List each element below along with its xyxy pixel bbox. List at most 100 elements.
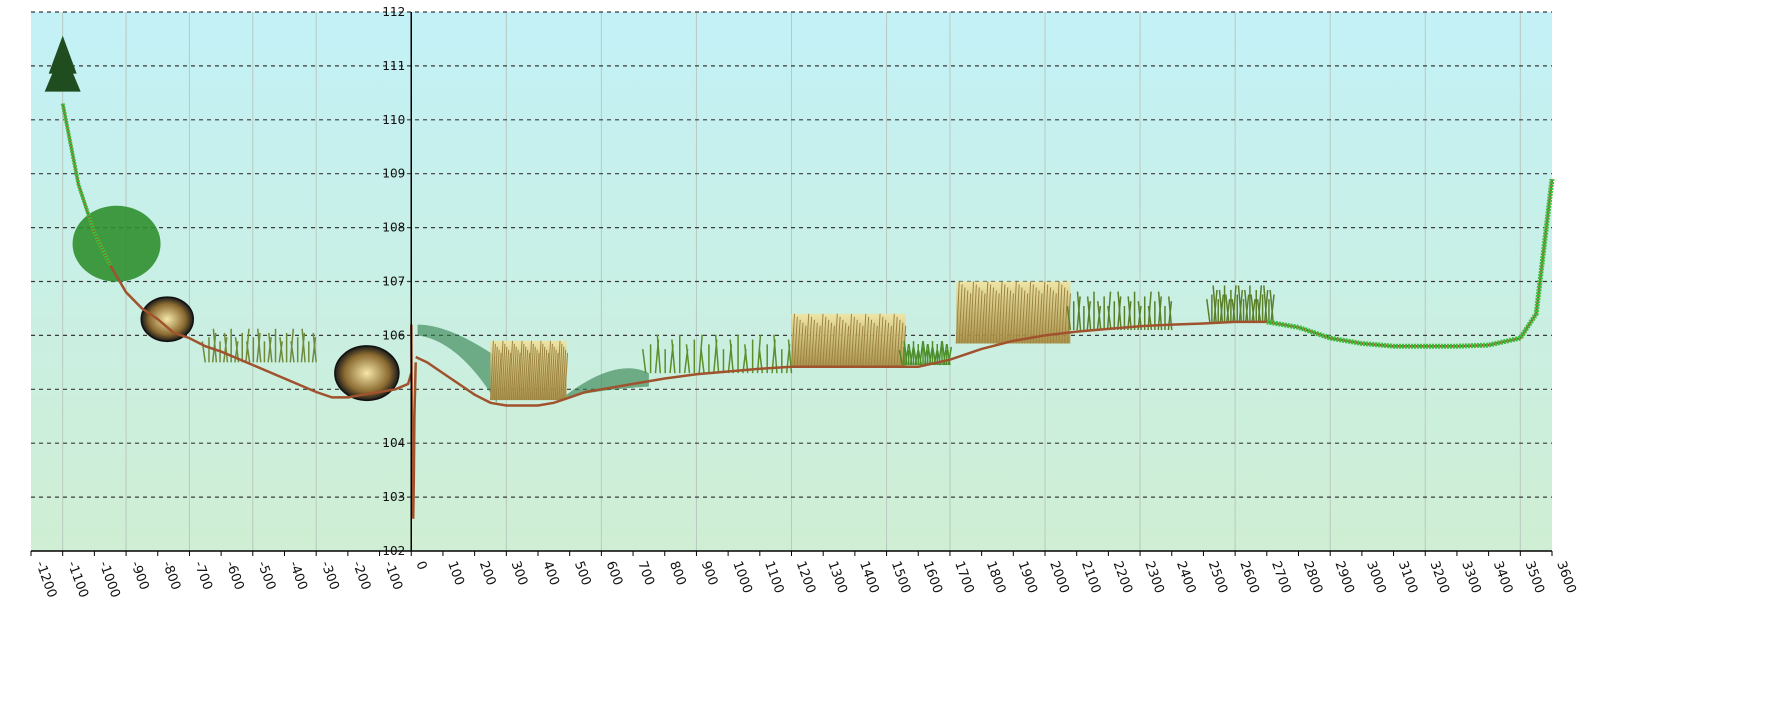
grass-blade	[267, 337, 272, 363]
reed-stem	[828, 322, 833, 367]
grass-blade	[685, 344, 691, 374]
x-tick-label: 3200	[1426, 559, 1451, 595]
reed-stem	[825, 319, 830, 367]
series-line	[415, 178, 1554, 407]
x-tick-label: 3400	[1490, 559, 1515, 595]
grass-blade	[1066, 305, 1072, 331]
grass-blade	[1269, 289, 1274, 322]
x-tick-label: 1100	[761, 559, 786, 595]
reed-stem	[510, 343, 515, 401]
reed-stem	[967, 293, 972, 344]
grass-blade	[903, 340, 908, 366]
reed-stem	[972, 284, 977, 344]
x-tick-label: 800	[666, 559, 689, 587]
x-tick-label: -1200	[32, 559, 59, 600]
x-tick-label: 1200	[793, 559, 818, 595]
shrub-icon	[334, 345, 400, 402]
x-tick-label: 900	[698, 559, 721, 587]
grass-blade	[641, 349, 647, 374]
y-tick-label: 107	[382, 275, 405, 289]
reed-stem	[554, 352, 559, 401]
reed-stem	[955, 281, 960, 344]
reed-stem	[564, 352, 569, 401]
grass-blade	[1076, 291, 1082, 331]
grass-blade	[922, 340, 927, 366]
x-tick-label: 2900	[1331, 559, 1356, 595]
reed-stem	[545, 352, 550, 401]
reed-stem	[805, 313, 810, 367]
reed-stem	[961, 287, 966, 344]
y-tick-label: 108	[382, 221, 405, 235]
x-tick-label: 3600	[1553, 559, 1578, 595]
reed-stem	[1032, 287, 1037, 344]
reed-stem	[518, 340, 523, 401]
reed-stem	[1007, 290, 1012, 344]
reed-stem	[984, 281, 989, 344]
grass-blade	[1232, 285, 1237, 322]
grass-blade	[1117, 291, 1122, 331]
reed-stem	[819, 313, 824, 367]
reed-stem	[1021, 290, 1026, 344]
grass-blade	[311, 337, 317, 363]
reed-stem	[899, 322, 904, 367]
x-tick-label: 2100	[1078, 559, 1103, 595]
reed-stem	[512, 346, 517, 401]
grass-blade	[927, 343, 932, 366]
reed-stem	[548, 343, 553, 401]
grass-blade	[714, 334, 720, 374]
x-tick-label: 2800	[1300, 559, 1325, 595]
reed-stem	[896, 319, 901, 367]
reed-stem	[1004, 287, 1009, 344]
reed-stem	[853, 319, 858, 367]
reed-stem	[1027, 281, 1032, 344]
grass-blade	[1107, 305, 1112, 331]
reed-stem	[535, 352, 540, 401]
reed-stem	[539, 343, 544, 401]
shrub-icon	[140, 296, 195, 343]
reed-stem	[1044, 284, 1049, 344]
reed-stem	[524, 349, 529, 401]
grass-blade	[290, 341, 295, 363]
x-tick-label: 1000	[729, 559, 754, 595]
grass-blade	[917, 349, 923, 366]
reed-stem	[560, 346, 565, 401]
reed-stem	[822, 316, 827, 367]
grass-blade	[1218, 289, 1224, 322]
x-tick-label: 500	[571, 559, 594, 587]
reed-stem	[533, 349, 538, 401]
x-tick-label: -1000	[96, 559, 123, 600]
grass-blade	[1157, 291, 1163, 331]
reed-stem	[531, 346, 536, 401]
dark-vegetation	[417, 324, 497, 403]
x-tick-label: 1500	[888, 559, 913, 595]
grass-blade	[1237, 285, 1243, 322]
reed-stem	[520, 343, 525, 401]
reed-stem	[547, 340, 552, 401]
reed-stem	[862, 313, 867, 367]
reed-stem	[964, 290, 969, 344]
reed-patch	[955, 281, 1071, 344]
grass-blade	[1127, 296, 1132, 331]
grass-blade	[312, 332, 317, 363]
reed-stem	[873, 325, 878, 367]
reed-stem	[992, 290, 997, 344]
x-tick-label: 1300	[824, 559, 849, 595]
reed-stem	[887, 325, 892, 367]
reed-stem	[978, 290, 983, 344]
grass-blade	[301, 328, 306, 363]
reed-stem	[845, 325, 850, 367]
reed-stem	[497, 352, 502, 401]
reed-stem	[958, 284, 963, 344]
y-tick-label: 106	[382, 328, 405, 342]
reed-stem	[893, 316, 898, 367]
reed-stem	[516, 352, 521, 401]
reed-stem	[495, 349, 500, 401]
reed-stem	[526, 352, 531, 401]
reed-stem	[537, 340, 542, 401]
grass-blade	[1263, 285, 1268, 322]
series-line	[61, 103, 413, 399]
reed-stem	[876, 313, 881, 367]
reed-stem	[799, 322, 804, 367]
reed-stem	[882, 319, 887, 367]
x-tick-label: 3500	[1522, 559, 1547, 595]
